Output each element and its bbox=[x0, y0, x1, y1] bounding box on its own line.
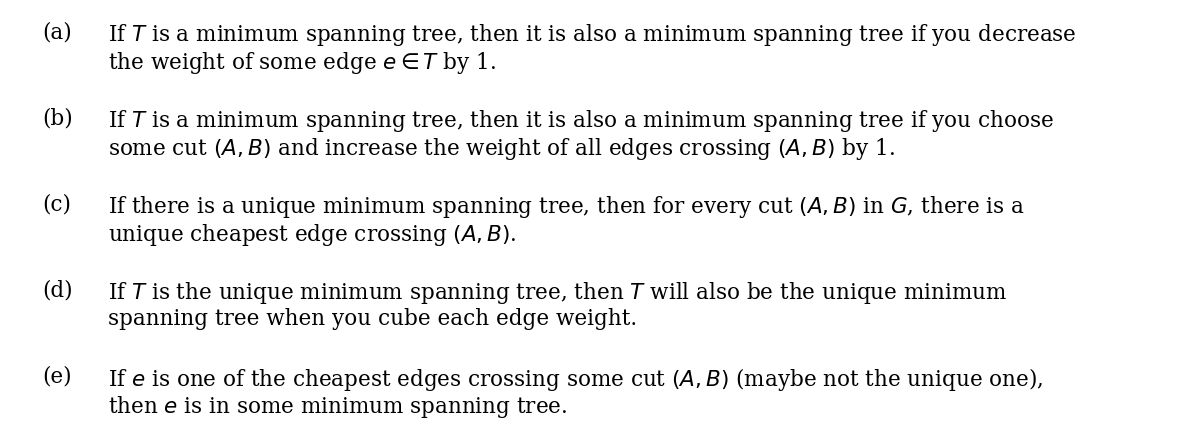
Text: the weight of some edge $e \in T$ by 1.: the weight of some edge $e \in T$ by 1. bbox=[108, 50, 496, 76]
Text: unique cheapest edge crossing $(A, B)$.: unique cheapest edge crossing $(A, B)$. bbox=[108, 222, 517, 247]
Text: (a): (a) bbox=[42, 22, 72, 44]
Text: (d): (d) bbox=[42, 279, 73, 301]
Text: some cut $(A, B)$ and increase the weight of all edges crossing $(A, B)$ by 1.: some cut $(A, B)$ and increase the weigh… bbox=[108, 136, 895, 162]
Text: then $e$ is in some minimum spanning tree.: then $e$ is in some minimum spanning tre… bbox=[108, 393, 568, 419]
Text: If $T$ is the unique minimum spanning tree, then $T$ will also be the unique min: If $T$ is the unique minimum spanning tr… bbox=[108, 279, 1007, 305]
Text: If there is a unique minimum spanning tree, then for every cut $(A, B)$ in $G$, : If there is a unique minimum spanning tr… bbox=[108, 194, 1025, 219]
Text: If $T$ is a minimum spanning tree, then it is also a minimum spanning tree if yo: If $T$ is a minimum spanning tree, then … bbox=[108, 22, 1076, 48]
Text: (b): (b) bbox=[42, 108, 73, 130]
Text: If $e$ is one of the cheapest edges crossing some cut $(A, B)$ (maybe not the un: If $e$ is one of the cheapest edges cros… bbox=[108, 365, 1043, 392]
Text: spanning tree when you cube each edge weight.: spanning tree when you cube each edge we… bbox=[108, 307, 637, 329]
Text: (c): (c) bbox=[42, 194, 71, 215]
Text: (e): (e) bbox=[42, 365, 72, 387]
Text: If $T$ is a minimum spanning tree, then it is also a minimum spanning tree if yo: If $T$ is a minimum spanning tree, then … bbox=[108, 108, 1054, 134]
